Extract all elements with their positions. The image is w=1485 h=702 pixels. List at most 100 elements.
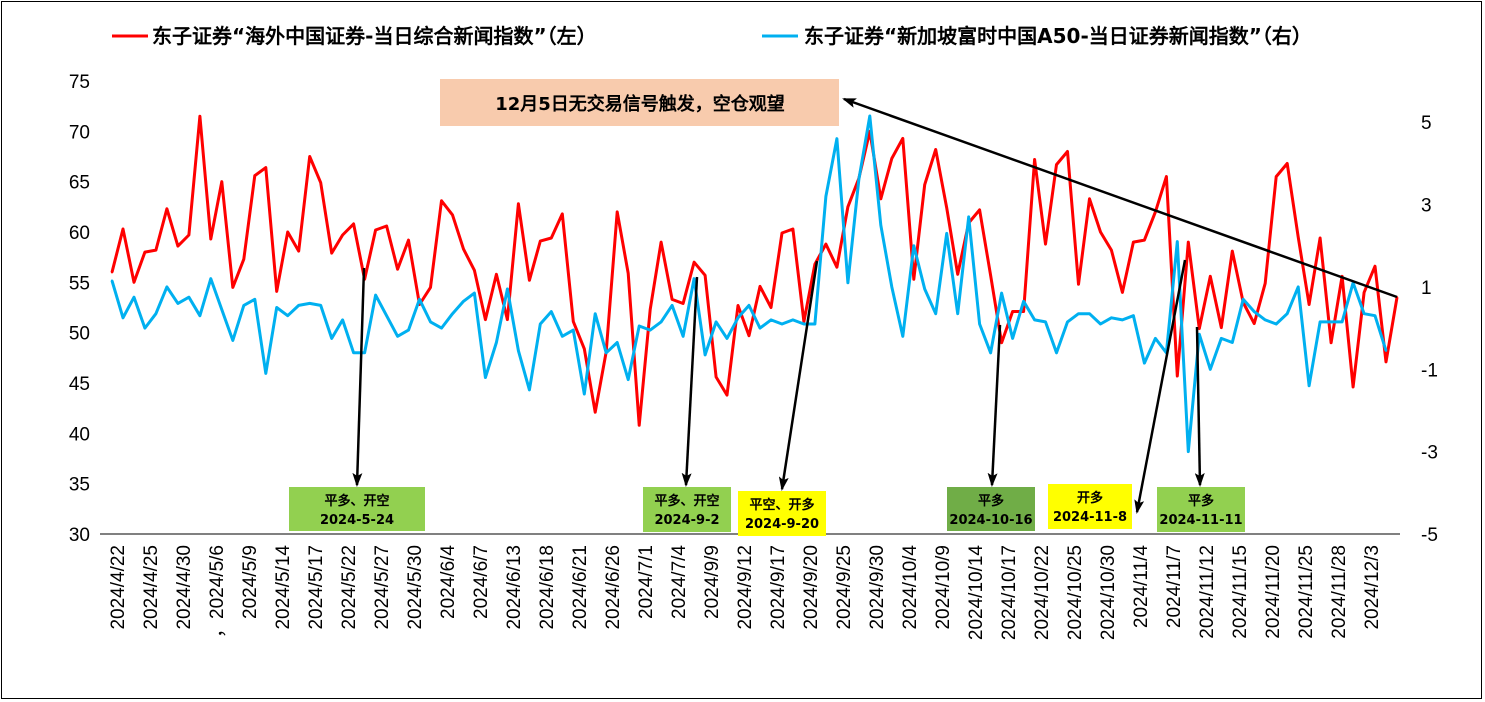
left-series-point [989,274,992,277]
left-series-point [670,298,674,301]
right-series-point [264,372,267,375]
right-series-point [835,137,839,140]
left-series-point [725,393,729,397]
right-series-point [363,351,366,354]
left-series-point [440,199,443,202]
left-series-point [275,290,278,293]
left-series-point [692,261,696,264]
left-series-point [1220,326,1223,329]
right-series-point [1176,240,1179,243]
left-series-point [583,347,586,350]
right-series-point [1340,320,1344,324]
left-axis-tick-label: 50 [69,324,90,345]
right-series-point [561,335,564,338]
left-series-point [385,224,388,228]
x-axis-tick-label: 2024/5/14 [273,545,294,630]
right-series-point [813,322,817,326]
right-series-point [1033,318,1036,322]
right-series-point [517,349,520,352]
left-series-point [572,320,575,323]
signal-box-date: 2024-9-2 [654,513,719,528]
right-series-point [1000,291,1003,295]
signal-arrow [1194,326,1205,487]
right-series-point [451,312,454,315]
right-axis-tick-label: -3 [1421,443,1438,464]
left-series-point [1000,341,1003,344]
right-series-point [681,335,685,338]
signal-box-date: 2024-9-20 [745,517,819,532]
x-axis-tick-label: 2024/12/3 [1362,545,1383,630]
left-series-point [484,318,487,321]
x-axis-tick-label: 2024/6/4 [438,545,459,619]
left-series-point [824,242,828,246]
left-series-point [659,240,663,244]
right-series-point [1055,351,1058,354]
left-series-point [429,286,432,289]
right-series-point [154,312,158,315]
x-axis-tick-label: 2024/5/17 [306,545,327,630]
left-series-point [736,304,740,307]
left-series-point [758,285,762,288]
right-series-point [209,277,212,280]
x-axis-tick-label: 2024/4/22 [108,545,129,630]
series-layer [110,114,1399,454]
left-series-point [231,286,234,289]
signal-box [1048,484,1132,529]
left-series-point [121,227,125,231]
left-axis-tick-label: 60 [69,223,90,244]
left-series-point [264,166,267,169]
right-series-point [231,339,234,342]
right-axis-tick-label: -5 [1421,525,1438,546]
x-axis-tick-label: 2024/11/20 [1263,545,1284,639]
left-series-point [220,180,223,183]
right-series-point [967,215,970,219]
legend-right-label: 东子证券“新加坡富时中国A50-当日证券新闻指数”（右） [804,24,1312,48]
right-series-point [539,322,542,326]
left-axis-tick-label: 30 [69,525,90,546]
right-series-point [330,337,333,340]
left-series-points [110,115,1399,427]
left-series-point [176,244,180,248]
right-series-point [912,244,915,247]
right-series-point [791,318,795,322]
right-series-point [1077,312,1080,315]
x-axis-tick-label: 2024/10/22 [1032,545,1053,640]
right-series-point [780,322,784,326]
right-series-point [297,304,300,307]
right-series-point [165,285,169,289]
left-series-point [681,302,685,305]
right-series-point [714,320,718,324]
right-series-point [692,277,696,280]
signal-arrow [778,260,819,491]
left-axis-tick-label: 40 [69,424,90,445]
right-series-point [418,298,421,301]
right-series-point [1066,320,1069,324]
left-series-point [1033,158,1036,161]
right-series-point [1187,450,1190,453]
left-series-point [912,278,915,281]
left-series-point [330,251,333,255]
x-axis-tick-label: 2024/6/18 [537,545,558,630]
right-series-point [1154,337,1157,340]
left-series-point [1088,197,1091,200]
right-series-point [253,298,256,301]
right-series-point [484,376,487,379]
right-series-point [429,320,432,324]
left-series-point [923,183,926,186]
left-axis-tick-label: 70 [69,122,90,143]
left-series-point [1231,249,1234,253]
left-series-point [1275,175,1278,178]
right-series-point [605,351,608,354]
right-series-point [341,318,344,322]
title-box [440,79,839,126]
x-axis-tick-label: 2024/9/25 [834,545,855,630]
left-series-point [703,274,707,277]
signal-box-action: 开多 [1077,490,1103,506]
right-series-point [978,322,981,326]
right-series-point [638,324,641,328]
left-series-point [846,205,850,208]
left-axis-tick-label: 35 [69,475,90,496]
signal-box-action: 平多 [978,493,1004,509]
right-series-point [616,341,619,344]
right-series-point [901,335,904,338]
